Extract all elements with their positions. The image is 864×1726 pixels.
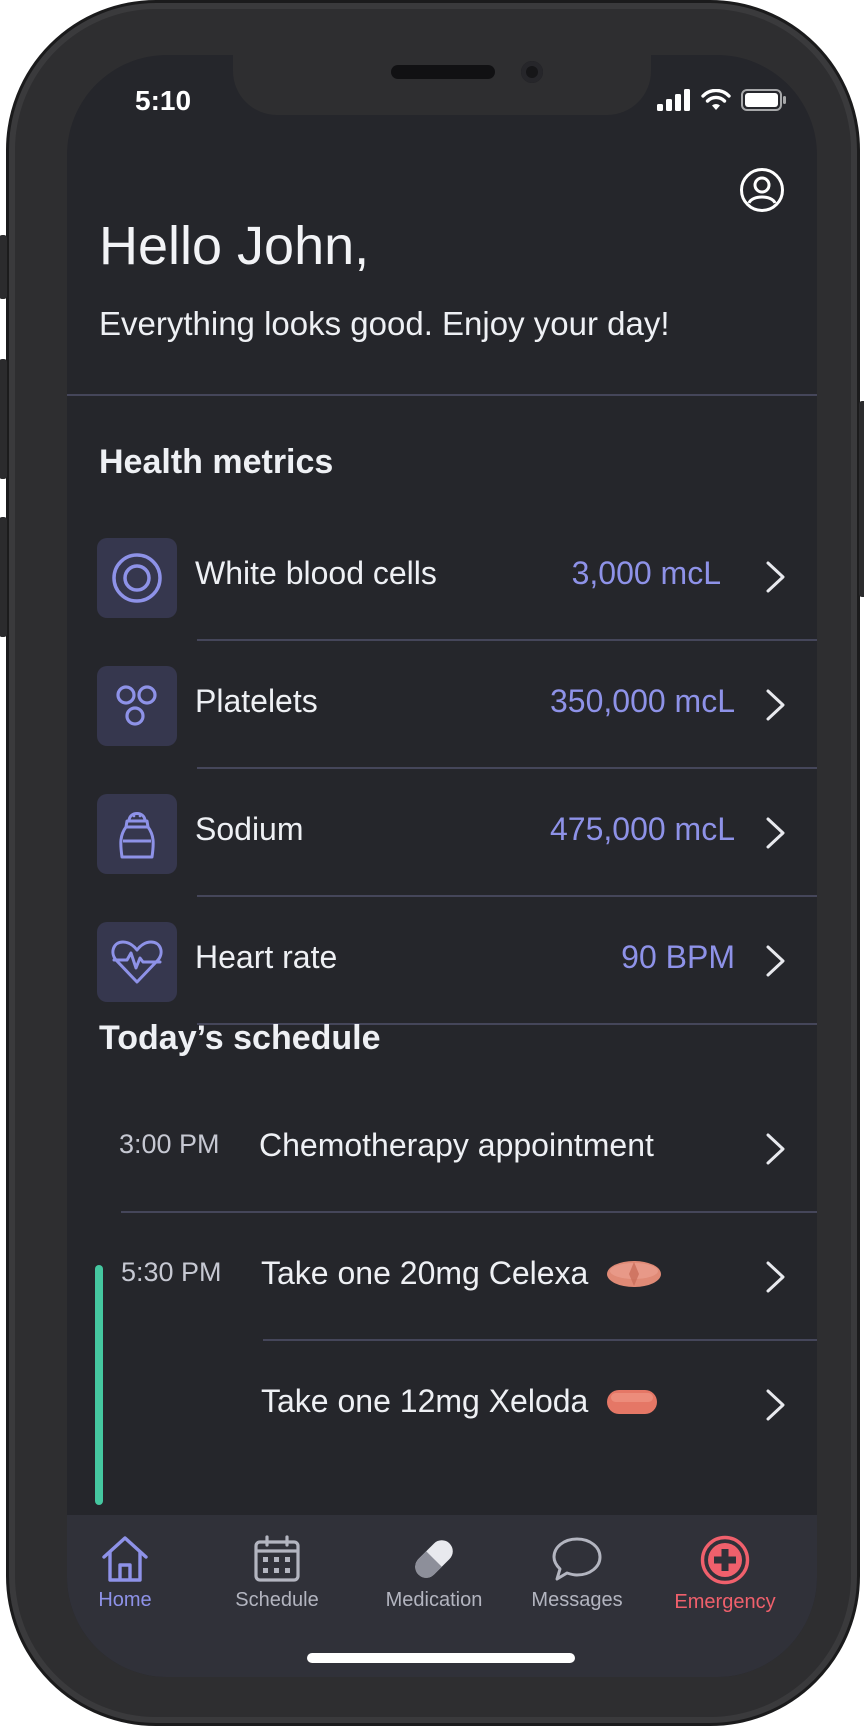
chevron-right-icon <box>766 689 785 721</box>
chevron-right-icon <box>766 561 785 593</box>
tab-medication[interactable]: Medication <box>359 1535 509 1625</box>
schedule-item[interactable]: 3:00 PM Chemotherapy appointment <box>67 1085 817 1213</box>
celexa-pill-icon <box>607 1260 662 1287</box>
metric-value: 90 BPM <box>621 939 735 975</box>
schedule-text-label: Take one 12mg Xeloda <box>261 1383 589 1419</box>
metric-icon-container <box>97 794 177 874</box>
row-divider <box>197 767 817 769</box>
volume-down-button <box>0 517 7 637</box>
row-divider <box>197 895 817 897</box>
current-time-marker <box>95 1265 103 1505</box>
battery-icon <box>741 89 786 111</box>
calendar-icon <box>254 1535 300 1582</box>
tab-label: Schedule <box>235 1589 319 1611</box>
row-divider <box>121 1211 817 1213</box>
notch <box>233 55 651 115</box>
metric-label: Platelets <box>195 683 318 719</box>
metric-label: Heart rate <box>195 939 338 975</box>
schedule-time: 5:30 PM <box>121 1257 222 1287</box>
salt-shaker-icon <box>119 812 155 859</box>
metric-row-platelets[interactable]: Platelets 350,000 mcL <box>67 641 817 769</box>
chevron-right-icon <box>766 1133 785 1165</box>
metric-icon-container <box>97 666 177 746</box>
metric-value: 350,000 mcL <box>549 683 735 719</box>
metric-icon-container <box>97 538 177 618</box>
greeting-title: Hello John, <box>99 216 370 276</box>
schedule-item[interactable]: 5:30 PM Take one 20mg Celexa <box>67 1213 817 1341</box>
chevron-right-icon <box>766 1261 785 1293</box>
metric-icon-container <box>97 922 177 1002</box>
profile-icon[interactable] <box>739 167 785 213</box>
signal-icon <box>657 89 690 111</box>
tab-home[interactable]: Home <box>67 1535 195 1625</box>
target-icon <box>112 553 162 603</box>
tab-label: Emergency <box>674 1591 776 1613</box>
row-divider <box>197 1023 817 1025</box>
home-indicator[interactable] <box>307 1653 575 1663</box>
row-divider <box>197 639 817 641</box>
header-divider <box>67 394 817 396</box>
chat-bubble-icon <box>552 1537 602 1581</box>
health-metrics-title: Health metrics <box>99 443 334 481</box>
tab-label: Medication <box>385 1589 483 1611</box>
row-divider <box>263 1339 817 1341</box>
metric-row-white-blood-cells[interactable]: White blood cells 3,000 mcL <box>67 513 817 641</box>
emergency-plus-icon <box>700 1535 750 1585</box>
schedule-text: Chemotherapy appointment <box>259 1127 654 1164</box>
tab-bar: Home Schedule <box>67 1515 817 1677</box>
schedule-text: Take one 20mg Celexa <box>261 1255 662 1292</box>
schedule-time: 3:00 PM <box>119 1129 220 1159</box>
metric-label: Sodium <box>195 811 304 847</box>
heart-pulse-icon <box>111 940 163 984</box>
metric-row-heart-rate[interactable]: Heart rate 90 BPM <box>67 897 817 1025</box>
schedule-text-label: Chemotherapy appointment <box>259 1127 654 1163</box>
schedule-item[interactable]: Take one 12mg Xeloda <box>67 1341 817 1469</box>
speaker <box>391 65 495 79</box>
metric-row-sodium[interactable]: Sodium 475,000 mcL <box>67 769 817 897</box>
chevron-right-icon <box>766 945 785 977</box>
wifi-icon <box>701 89 731 110</box>
power-button <box>859 401 864 597</box>
metric-value: 3,000 mcL <box>571 555 721 591</box>
tab-emergency[interactable]: Emergency <box>655 1535 795 1625</box>
tab-label: Messages <box>531 1589 623 1611</box>
pill-icon <box>415 1540 453 1578</box>
greeting-subtitle: Everything looks good. Enjoy your day! <box>99 305 670 342</box>
metric-value: 475,000 mcL <box>549 811 735 847</box>
cells-icon <box>116 685 157 726</box>
app-screen: 5:10 Hello John, <box>67 55 817 1677</box>
tab-schedule[interactable]: Schedule <box>207 1535 347 1625</box>
home-icon <box>102 1536 148 1582</box>
xeloda-pill-icon <box>607 1389 658 1414</box>
schedule-text: Take one 12mg Xeloda <box>261 1383 658 1420</box>
chevron-right-icon <box>766 817 785 849</box>
chevron-right-icon <box>766 1389 785 1421</box>
status-time: 5:10 <box>135 85 192 116</box>
schedule-text-label: Take one 20mg Celexa <box>261 1255 589 1291</box>
status-icons <box>657 89 787 111</box>
tab-messages[interactable]: Messages <box>507 1535 647 1625</box>
tab-label: Home <box>98 1589 152 1611</box>
front-camera <box>521 61 543 83</box>
schedule-title: Today’s schedule <box>99 1019 381 1057</box>
volume-up-button <box>0 359 7 479</box>
side-button <box>0 235 7 299</box>
metric-label: White blood cells <box>195 555 437 591</box>
